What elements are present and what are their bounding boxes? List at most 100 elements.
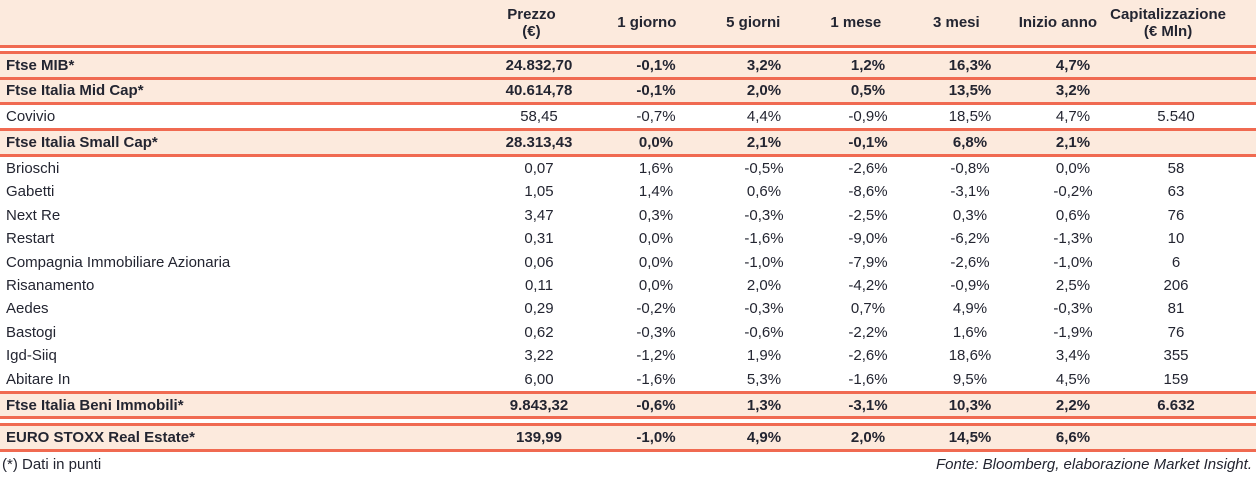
cell-3-mesi: 9,5% <box>952 370 988 388</box>
row-label: Next Re <box>6 206 61 224</box>
header-5-giorni: 5 giorni <box>726 14 781 31</box>
cell-inizio-anno: 4,5% <box>1055 370 1091 388</box>
table-row: Ftse Italia Small Cap* 28.313,43 0,0% 2,1% -… <box>0 128 1256 157</box>
cell-inizio-anno: -0,2% <box>1053 183 1093 201</box>
cell-1-mese: 0,5% <box>850 82 886 100</box>
cell-prezzo: 0,29 <box>524 300 554 318</box>
row-label: Covivio <box>6 108 56 126</box>
cell-5-giorni: -0,3% <box>744 300 784 318</box>
cell-5-giorni: 4,4% <box>746 108 782 126</box>
cell-inizio-anno: 0,6% <box>1055 206 1091 224</box>
cell-1-giorno: 0,3% <box>638 206 674 224</box>
cell-3-mesi: 0,3% <box>952 206 988 224</box>
cell-inizio-anno: 2,5% <box>1055 277 1091 295</box>
header-capitalizzazione: Capitalizzazione (€ Mln) <box>1110 6 1256 40</box>
table-row: Restart 0,31 0,0% -1,6% -9,0% -6,2% -1,3% 10 <box>0 227 1256 251</box>
table-row: Gabetti 1,05 1,4% 0,6% -8,6% -3,1% -0,2% 63 <box>0 180 1256 204</box>
cell-capitalizzazione: 81 <box>1167 300 1185 318</box>
cell-3-mesi: 18,6% <box>948 347 992 365</box>
cell-3-mesi: -6,2% <box>950 230 990 248</box>
cell-prezzo: 3,22 <box>524 347 554 365</box>
header-1-giorno: 1 giorno <box>617 14 677 31</box>
cell-1-giorno: -0,2% <box>636 300 676 318</box>
cell-prezzo: 0,62 <box>524 323 554 341</box>
row-label: Gabetti <box>6 183 55 201</box>
cell-5-giorni: 2,1% <box>746 134 782 152</box>
header-1-mese: 1 mese <box>830 14 882 31</box>
cell-inizio-anno: -1,3% <box>1053 230 1093 248</box>
cell-1-giorno: -0,7% <box>636 108 676 126</box>
cell-prezzo: 0,31 <box>524 230 554 248</box>
cell-prezzo: 6,00 <box>524 370 554 388</box>
row-label: Ftse Italia Mid Cap* <box>6 82 144 100</box>
cell-capitalizzazione: 10 <box>1167 230 1185 248</box>
table-row: Risanamento 0,11 0,0% 2,0% -4,2% -0,9% 2,5% 206 <box>0 273 1256 298</box>
cell-5-giorni: 3,2% <box>746 56 782 74</box>
cell-capitalizzazione: 159 <box>1163 370 1189 388</box>
cell-1-giorno: 0,0% <box>638 253 674 271</box>
cell-5-giorni: 1,3% <box>746 396 782 414</box>
table-footer: (*) Dati in punti Fonte: Bloomberg, elab… <box>0 452 1256 478</box>
cell-prezzo: 3,47 <box>524 206 554 224</box>
header-capitalizzazione-unit: (€ Mln) <box>1143 22 1193 40</box>
cell-3-mesi: -0,8% <box>950 160 990 178</box>
cell-capitalizzazione: 206 <box>1163 277 1189 295</box>
cell-capitalizzazione: 6.632 <box>1157 396 1195 414</box>
cell-inizio-anno: -0,3% <box>1053 300 1093 318</box>
cell-1-mese: 1,2% <box>850 56 886 74</box>
cell-1-giorno: 1,4% <box>638 183 674 201</box>
cell-3-mesi: -2,6% <box>950 253 990 271</box>
cell-3-mesi: 16,3% <box>948 56 992 74</box>
cell-capitalizzazione: 355 <box>1163 347 1189 365</box>
cell-5-giorni: -1,6% <box>744 230 784 248</box>
table-row: Covivio 58,45 -0,7% 4,4% -0,9% 18,5% 4,7% 5.540 <box>0 105 1256 129</box>
cell-1-giorno: 0,0% <box>638 277 674 295</box>
header-3-mesi: 3 mesi <box>932 14 980 31</box>
cell-3-mesi: -0,9% <box>950 277 990 295</box>
cell-prezzo: 1,05 <box>524 183 554 201</box>
cell-prezzo: 58,45 <box>520 108 558 126</box>
table-row: Igd-Siiq 3,22 -1,2% 1,9% -2,6% 18,6% 3,4% 355 <box>0 344 1256 368</box>
table-row: Ftse Italia Mid Cap* 40.614,78 -0,1% 2,0% 0,… <box>0 79 1256 105</box>
cell-prezzo: 28.313,43 <box>505 134 573 152</box>
table-row: Brioschi 0,07 1,6% -0,5% -2,6% -0,8% 0,0% 58 <box>0 156 1256 181</box>
table-row: Next Re 3,47 0,3% -0,3% -2,5% 0,3% 0,6% 76 <box>0 203 1256 228</box>
header-inizio-anno: Inizio anno <box>1018 14 1098 31</box>
cell-1-giorno: -1,6% <box>636 370 676 388</box>
cell-prezzo: 0,11 <box>524 277 554 295</box>
table-body: Ftse MIB* 24.832,70 -0,1% 3,2% 1,2% 16,3% 4,7%… <box>0 48 1256 452</box>
cell-inizio-anno: 2,1% <box>1055 134 1091 152</box>
row-label: Ftse MIB* <box>6 56 75 74</box>
cell-inizio-anno: 3,2% <box>1055 82 1091 100</box>
cell-1-giorno: 0,0% <box>638 230 674 248</box>
cell-1-mese: -8,6% <box>848 183 888 201</box>
row-label: Restart <box>6 230 55 248</box>
cell-capitalizzazione: 58 <box>1167 160 1185 178</box>
cell-1-giorno: -0,3% <box>636 323 676 341</box>
row-label: Risanamento <box>6 277 95 295</box>
source-note: Fonte: Bloomberg, elaborazione Market In… <box>935 456 1252 474</box>
cell-capitalizzazione: 76 <box>1167 206 1185 224</box>
cell-1-mese: -2,6% <box>848 160 888 178</box>
cell-3-mesi: 13,5% <box>948 82 992 100</box>
cell-1-mese: 2,0% <box>850 429 886 447</box>
cell-3-mesi: -3,1% <box>950 183 990 201</box>
cell-5-giorni: 4,9% <box>746 429 782 447</box>
cell-5-giorni: 1,9% <box>746 347 782 365</box>
table-header-row: Prezzo (€) 1 giorno 5 giorni 1 mese 3 me… <box>0 0 1256 48</box>
cell-inizio-anno: 4,7% <box>1055 56 1091 74</box>
cell-5-giorni: -0,5% <box>744 160 784 178</box>
cell-1-mese: -4,2% <box>848 277 888 295</box>
header-capitalizzazione-label: Capitalizzazione <box>1110 5 1226 23</box>
row-label: Compagnia Immobiliare Azionaria <box>6 253 231 271</box>
cell-1-giorno: -0,1% <box>636 56 676 74</box>
header-prezzo-label: Prezzo <box>507 5 556 23</box>
cell-3-mesi: 1,6% <box>952 323 988 341</box>
cell-1-mese: -1,6% <box>848 370 888 388</box>
cell-5-giorni: -1,0% <box>744 253 784 271</box>
cell-5-giorni: 2,0% <box>746 82 782 100</box>
cell-inizio-anno: -1,9% <box>1053 323 1093 341</box>
table-row: Bastogi 0,62 -0,3% -0,6% -2,2% 1,6% -1,9% 76 <box>0 320 1256 345</box>
table-row: Compagnia Immobiliare Azionaria 0,06 0,0% -… <box>0 250 1256 274</box>
cell-1-giorno: -0,1% <box>636 82 676 100</box>
